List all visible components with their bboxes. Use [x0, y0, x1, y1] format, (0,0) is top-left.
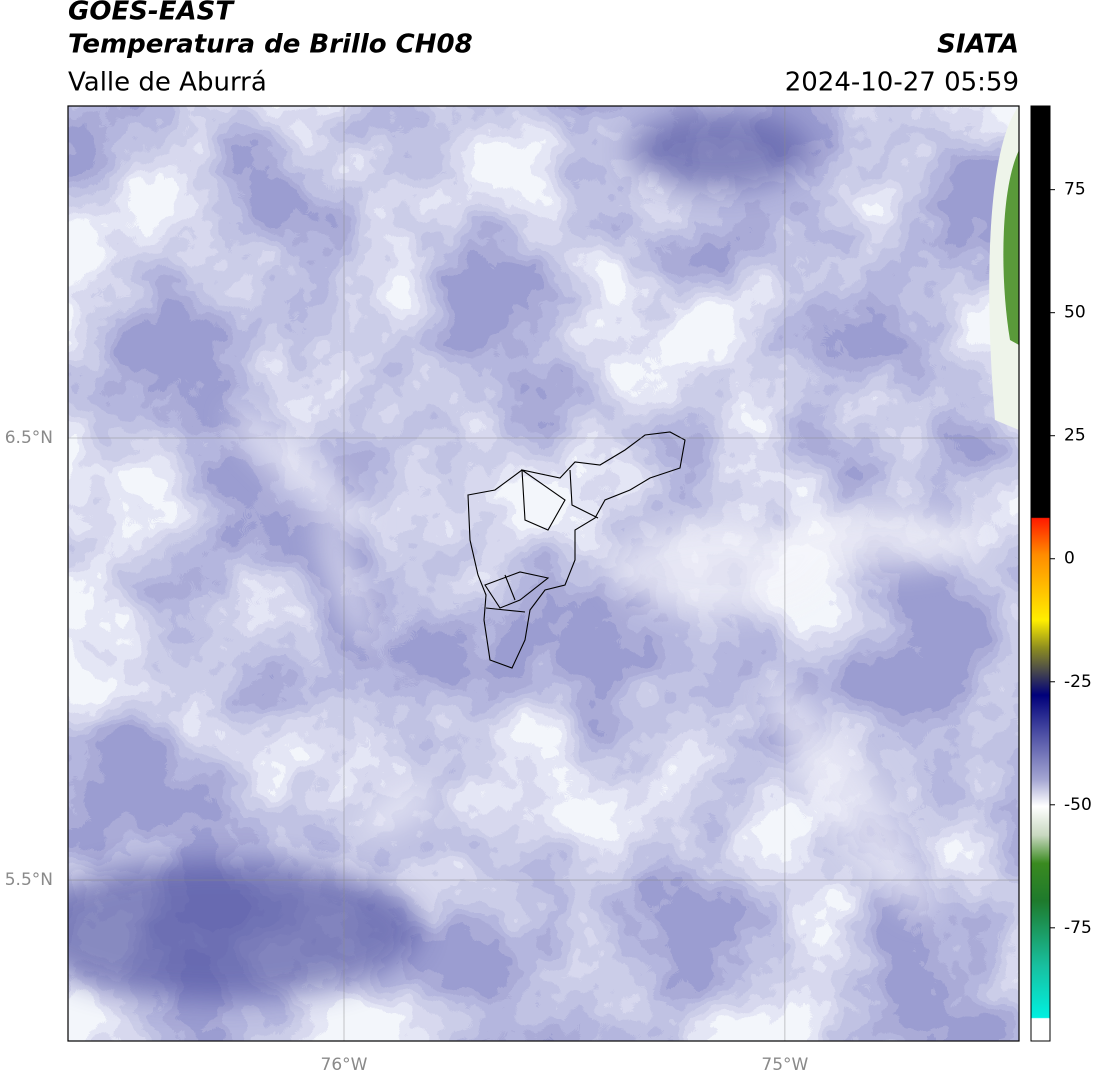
y-tick-label: 6.5°N: [5, 428, 53, 448]
municipal-boundaries: [467, 431, 686, 669]
y-tick-label: 5.5°N: [5, 870, 53, 890]
subtitle: Temperatura de Brillo CH08: [68, 30, 473, 60]
colorbar-tick-label: 50: [1064, 303, 1086, 323]
colorbar-tick-label: 25: [1064, 426, 1086, 446]
map-frame: [67, 105, 1020, 1042]
x-tick-label: 75°W: [761, 1055, 808, 1075]
colorbar-tick-label: -75: [1064, 918, 1092, 938]
colorbar-tick-label: 0: [1064, 549, 1075, 569]
title: GOES-EAST: [68, 0, 235, 27]
colorbar-tick-label: -50: [1064, 795, 1092, 815]
graticule: [68, 106, 1019, 1041]
timestamp: 2024-10-27 05:59: [785, 68, 1019, 98]
colorbar-tick-label: 75: [1064, 180, 1086, 200]
colorbar: [1030, 105, 1051, 1042]
colorbar-ticks: 75 50 25 0 -25 -50 -75: [1050, 180, 1092, 938]
satellite-image: [68, 106, 1019, 1041]
source: SIATA: [937, 30, 1019, 60]
region: Valle de Aburrá: [68, 68, 267, 98]
x-tick-label: 76°W: [321, 1055, 368, 1075]
colorbar-tick-label: -25: [1064, 672, 1092, 692]
